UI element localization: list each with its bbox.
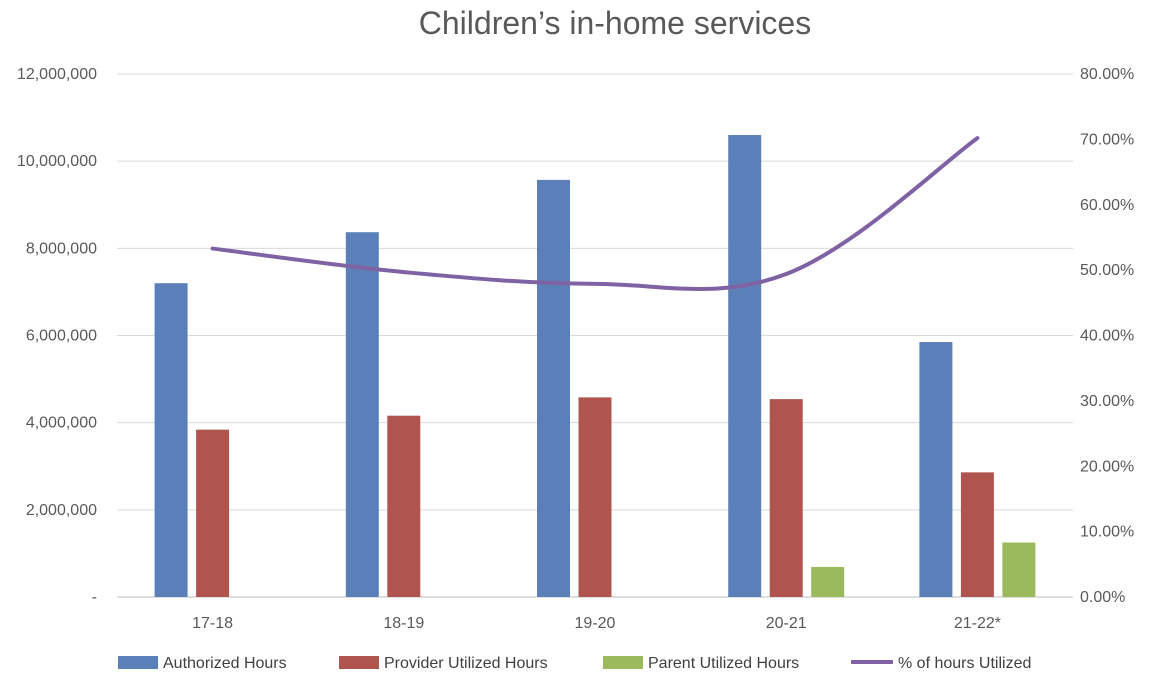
left-tick-label: 12,000,000 xyxy=(17,66,97,83)
bar-provider-utilized-hours xyxy=(387,415,421,597)
category-axis: 17-18 18-19 19-20 20-21 21-22* xyxy=(192,615,1001,632)
right-tick-label: 10.00% xyxy=(1080,524,1134,541)
category-label: 20-21 xyxy=(766,615,807,632)
legend: Authorized Hours Provider Utilized Hours P… xyxy=(118,655,1031,672)
left-tick-label: 10,000,000 xyxy=(17,153,97,170)
line-percent-hours-utilized xyxy=(210,136,980,292)
right-tick-label: 40.00% xyxy=(1080,328,1134,345)
category-label: 18-19 xyxy=(383,615,424,632)
legend-label: Provider Utilized Hours xyxy=(384,655,548,672)
right-tick-label: 20.00% xyxy=(1080,458,1134,475)
bar-authorized-hours xyxy=(537,179,570,597)
bar-provider-utilized-hours xyxy=(578,397,612,597)
legend-label: Parent Utilized Hours xyxy=(648,655,799,672)
category-label: 19-20 xyxy=(575,615,616,632)
right-axis: 0.00% 10.00% 20.00% 30.00% 40.00% 50.00% 60.00… xyxy=(1080,66,1134,606)
left-axis: - 2,000,000 4,000,000 6,000,000 8,000,000 10,… xyxy=(17,66,97,606)
right-tick-label: 30.00% xyxy=(1080,393,1134,410)
right-tick-label: 60.00% xyxy=(1080,197,1134,214)
left-tick-label: 8,000,000 xyxy=(26,240,97,257)
left-tick-label: - xyxy=(92,589,97,606)
right-tick-label: 70.00% xyxy=(1080,131,1134,148)
bar-parent-utilized-hours xyxy=(811,566,845,597)
right-tick-label: 0.00% xyxy=(1080,589,1125,606)
bar-authorized-hours xyxy=(345,232,379,597)
bar-provider-utilized-hours xyxy=(769,399,803,597)
left-tick-label: 4,000,000 xyxy=(26,415,97,432)
bar-authorized-hours xyxy=(919,342,953,597)
category-label: 17-18 xyxy=(192,615,233,632)
bars xyxy=(154,135,1036,597)
legend-swatch xyxy=(339,656,379,669)
right-tick-label: 50.00% xyxy=(1080,262,1134,279)
left-tick-label: 6,000,000 xyxy=(26,328,97,345)
legend-item: Provider Utilized Hours xyxy=(339,655,548,672)
legend-swatch xyxy=(603,656,643,669)
right-tick-label: 80.00% xyxy=(1080,66,1134,83)
bar-provider-utilized-hours xyxy=(960,472,994,597)
left-tick-label: 2,000,000 xyxy=(26,502,97,519)
category-label: 21-22* xyxy=(954,615,1001,632)
bar-parent-utilized-hours xyxy=(1002,542,1036,597)
bar-provider-utilized-hours xyxy=(196,429,230,597)
legend-swatch xyxy=(118,656,158,669)
gridlines xyxy=(117,73,1073,598)
legend-item: % of hours Utilized xyxy=(851,655,1031,672)
legend-item: Parent Utilized Hours xyxy=(603,655,799,672)
legend-label: % of hours Utilized xyxy=(898,655,1031,672)
bar-authorized-hours xyxy=(728,135,762,597)
utilization-line xyxy=(210,136,980,292)
bar-authorized-hours xyxy=(154,283,188,597)
legend-item: Authorized Hours xyxy=(118,655,287,672)
legend-label: Authorized Hours xyxy=(163,655,287,672)
chart-title: Children’s in-home services xyxy=(419,5,811,41)
